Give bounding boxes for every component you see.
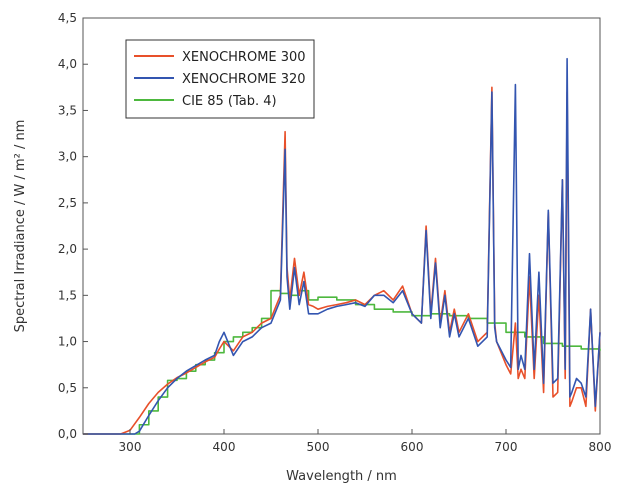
- series-layer: [83, 57, 601, 435]
- y-tick-label: 2,5: [58, 196, 77, 210]
- legend: XENOCHROME 300 XENOCHROME 320 CIE 85 (Ta…: [125, 39, 315, 119]
- y-tick-label: 1,0: [58, 335, 77, 349]
- x-axis-title: Wavelength / nm: [286, 469, 397, 484]
- series-line-xenochrome-300: [83, 86, 601, 435]
- y-tick-label: 3,0: [58, 150, 77, 164]
- y-tick-label: 2,0: [58, 242, 77, 256]
- y-tick-label: 0,5: [58, 381, 77, 395]
- x-tick-label: 500: [307, 440, 330, 454]
- x-tick-label: 400: [213, 440, 236, 454]
- x-axis-ticks: 300 400 500 600 700 800: [119, 429, 612, 454]
- y-tick-label: 4,0: [58, 57, 77, 71]
- series-line-cie-85-tab-4: [83, 289, 601, 435]
- y-axis-ticks: 0,0 0,5 1,0 1,5 2,0 2,5 3,0 3,5 4,0 4,5: [58, 11, 88, 441]
- series-line-xenochrome-320: [83, 57, 601, 435]
- legend-label-xenochrome-300: XENOCHROME 300: [182, 50, 306, 65]
- y-tick-label: 4,5: [58, 11, 77, 25]
- y-tick-label: 1,5: [58, 288, 77, 302]
- legend-label-xenochrome-320: XENOCHROME 320: [182, 72, 306, 87]
- y-tick-label: 0,0: [58, 427, 77, 441]
- plot-frame: [82, 17, 601, 435]
- x-tick-label: 600: [401, 440, 424, 454]
- x-tick-label: 700: [495, 440, 518, 454]
- x-tick-label: 300: [119, 440, 142, 454]
- y-axis-title: Spectral Irradiance / W / m² / nm: [13, 120, 28, 333]
- x-tick-label: 800: [589, 440, 612, 454]
- plot-area: [82, 17, 601, 435]
- legend-label-cie-85: CIE 85 (Tab. 4): [182, 94, 277, 109]
- y-tick-label: 3,5: [58, 103, 77, 117]
